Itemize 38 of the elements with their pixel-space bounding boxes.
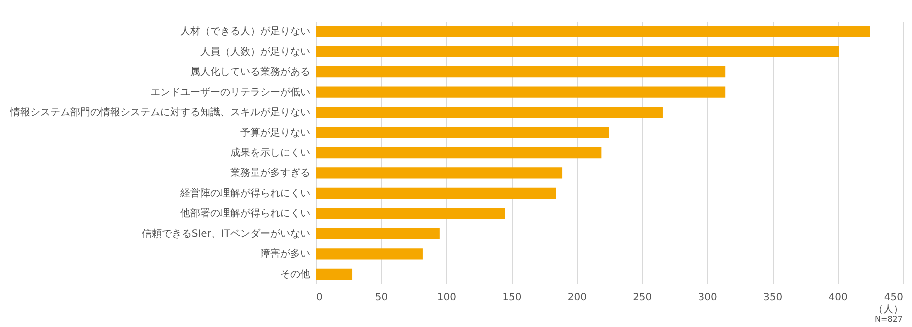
y-tick-label: 人員（人数）が足りない (200, 46, 310, 58)
y-tick-label: 成果を示しにくい (230, 147, 310, 159)
x-tick-label: 150 (502, 292, 522, 304)
y-tick-label: 信頼できるSIer、ITベンダーがいない (142, 228, 310, 240)
x-tick-label: 200 (568, 292, 587, 304)
bar (316, 208, 506, 220)
x-tick-label: 450 (884, 292, 904, 304)
x-tick-label: 400 (828, 292, 848, 304)
y-tick-label: 人材（できる人）が足りない (180, 26, 310, 38)
bar (316, 127, 610, 138)
x-tick-label: 0 (316, 292, 323, 304)
y-tick-label: 情報システム部門の情報システムに対する知識、スキルが足りない (10, 106, 310, 119)
x-tick-label: 50 (375, 292, 388, 304)
bar (316, 66, 726, 78)
y-tick-label: 経営陣の理解が得られにくい (180, 187, 310, 200)
y-tick-label: 予算が足りない (240, 126, 310, 139)
bar (316, 46, 840, 58)
y-tick-label: 他部署の理解が得られにくい (180, 208, 310, 220)
y-tick-label: 障害が多い (260, 248, 310, 260)
y-tick-label: エンドユーザーのリテラシーが低い (150, 87, 310, 98)
y-tick-label: 属人化している業務がある (190, 66, 310, 78)
x-axis-title: （人） (874, 304, 904, 316)
bar (316, 248, 423, 260)
bar (316, 188, 556, 200)
bar (316, 86, 726, 98)
bar (316, 168, 563, 179)
x-tick-label: 300 (698, 292, 718, 304)
bar (316, 26, 870, 38)
x-tick-label: 350 (764, 292, 783, 304)
bar (316, 106, 663, 118)
bar (316, 147, 602, 159)
text: N=827 (875, 315, 903, 324)
x-tick-label: 250 (633, 292, 652, 304)
bar (316, 268, 353, 280)
x-tick-label: 100 (437, 292, 456, 304)
y-tick-label: その他 (280, 268, 310, 280)
bar (316, 228, 440, 240)
y-tick-label: 業務量が多すぎる (230, 167, 310, 180)
